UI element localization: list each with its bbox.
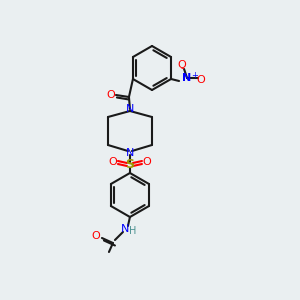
- Text: O: O: [92, 231, 100, 241]
- Text: H: H: [129, 226, 137, 236]
- Text: N: N: [126, 104, 134, 114]
- Text: O: O: [197, 75, 206, 85]
- Text: N: N: [126, 148, 134, 158]
- Text: O: O: [142, 157, 151, 167]
- Text: -: -: [180, 63, 184, 73]
- Text: O: O: [109, 157, 117, 167]
- Text: +: +: [192, 70, 199, 80]
- Text: S: S: [125, 158, 134, 172]
- Text: O: O: [106, 90, 115, 100]
- Text: N: N: [121, 224, 129, 234]
- Text: N: N: [182, 73, 192, 83]
- Text: O: O: [178, 60, 186, 70]
